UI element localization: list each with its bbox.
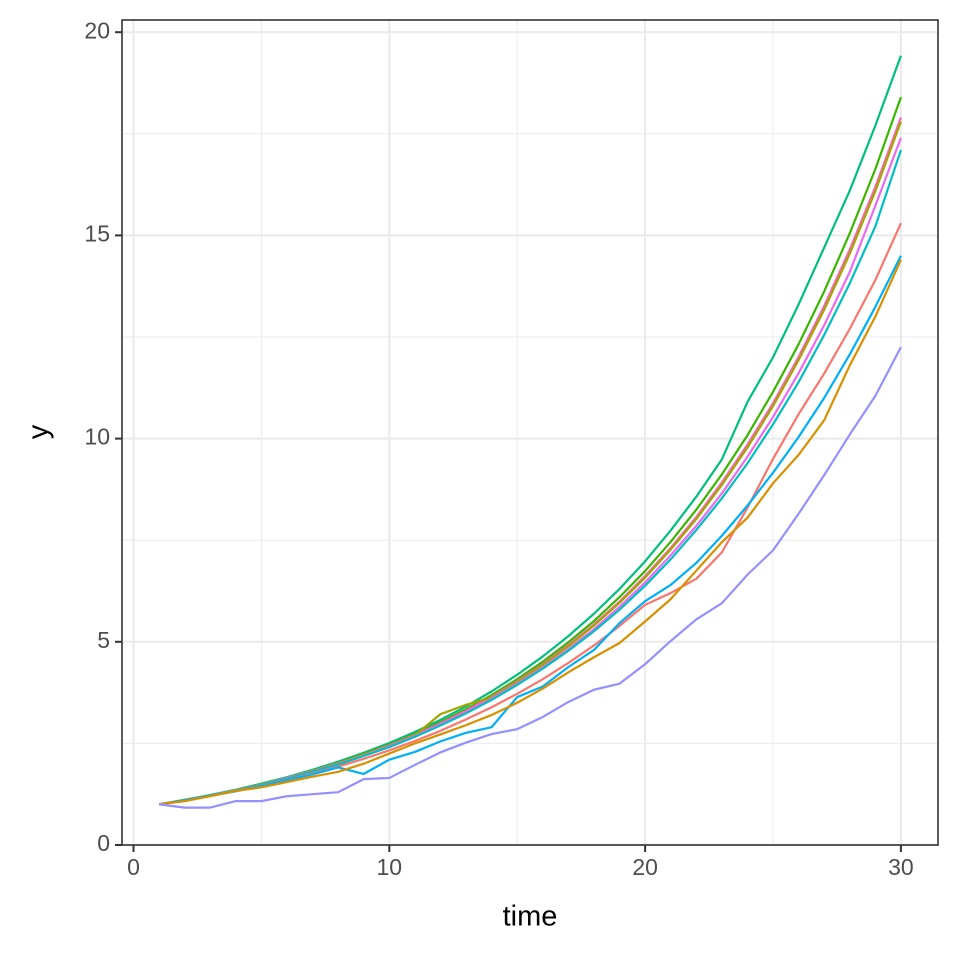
y-tick-label: 0 <box>97 830 110 856</box>
x-tick-label: 10 <box>377 854 403 880</box>
y-tick-label: 15 <box>84 220 110 246</box>
y-axis-title: y <box>23 424 55 439</box>
y-tick-label: 5 <box>97 627 110 653</box>
y-tick-label: 20 <box>84 17 110 43</box>
series-line <box>158 259 902 806</box>
x-tick-label: 30 <box>888 854 914 880</box>
x-tick-label: 20 <box>632 854 658 880</box>
x-axis-title: time <box>503 901 558 933</box>
series-line <box>158 255 902 806</box>
y-tick-label: 10 <box>84 424 110 450</box>
series-line <box>158 346 902 809</box>
x-tick-label: 0 <box>127 854 140 880</box>
panel-border <box>121 19 939 846</box>
series-line <box>158 149 902 806</box>
